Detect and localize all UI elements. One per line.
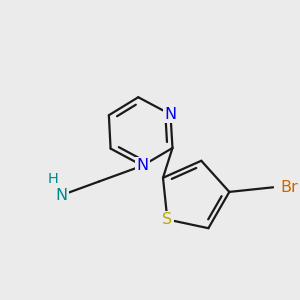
Text: H: H	[48, 172, 58, 187]
Text: N: N	[56, 188, 68, 203]
Text: N: N	[136, 158, 148, 173]
Text: N: N	[164, 107, 176, 122]
Text: S: S	[162, 212, 172, 227]
Text: Br: Br	[280, 180, 298, 195]
